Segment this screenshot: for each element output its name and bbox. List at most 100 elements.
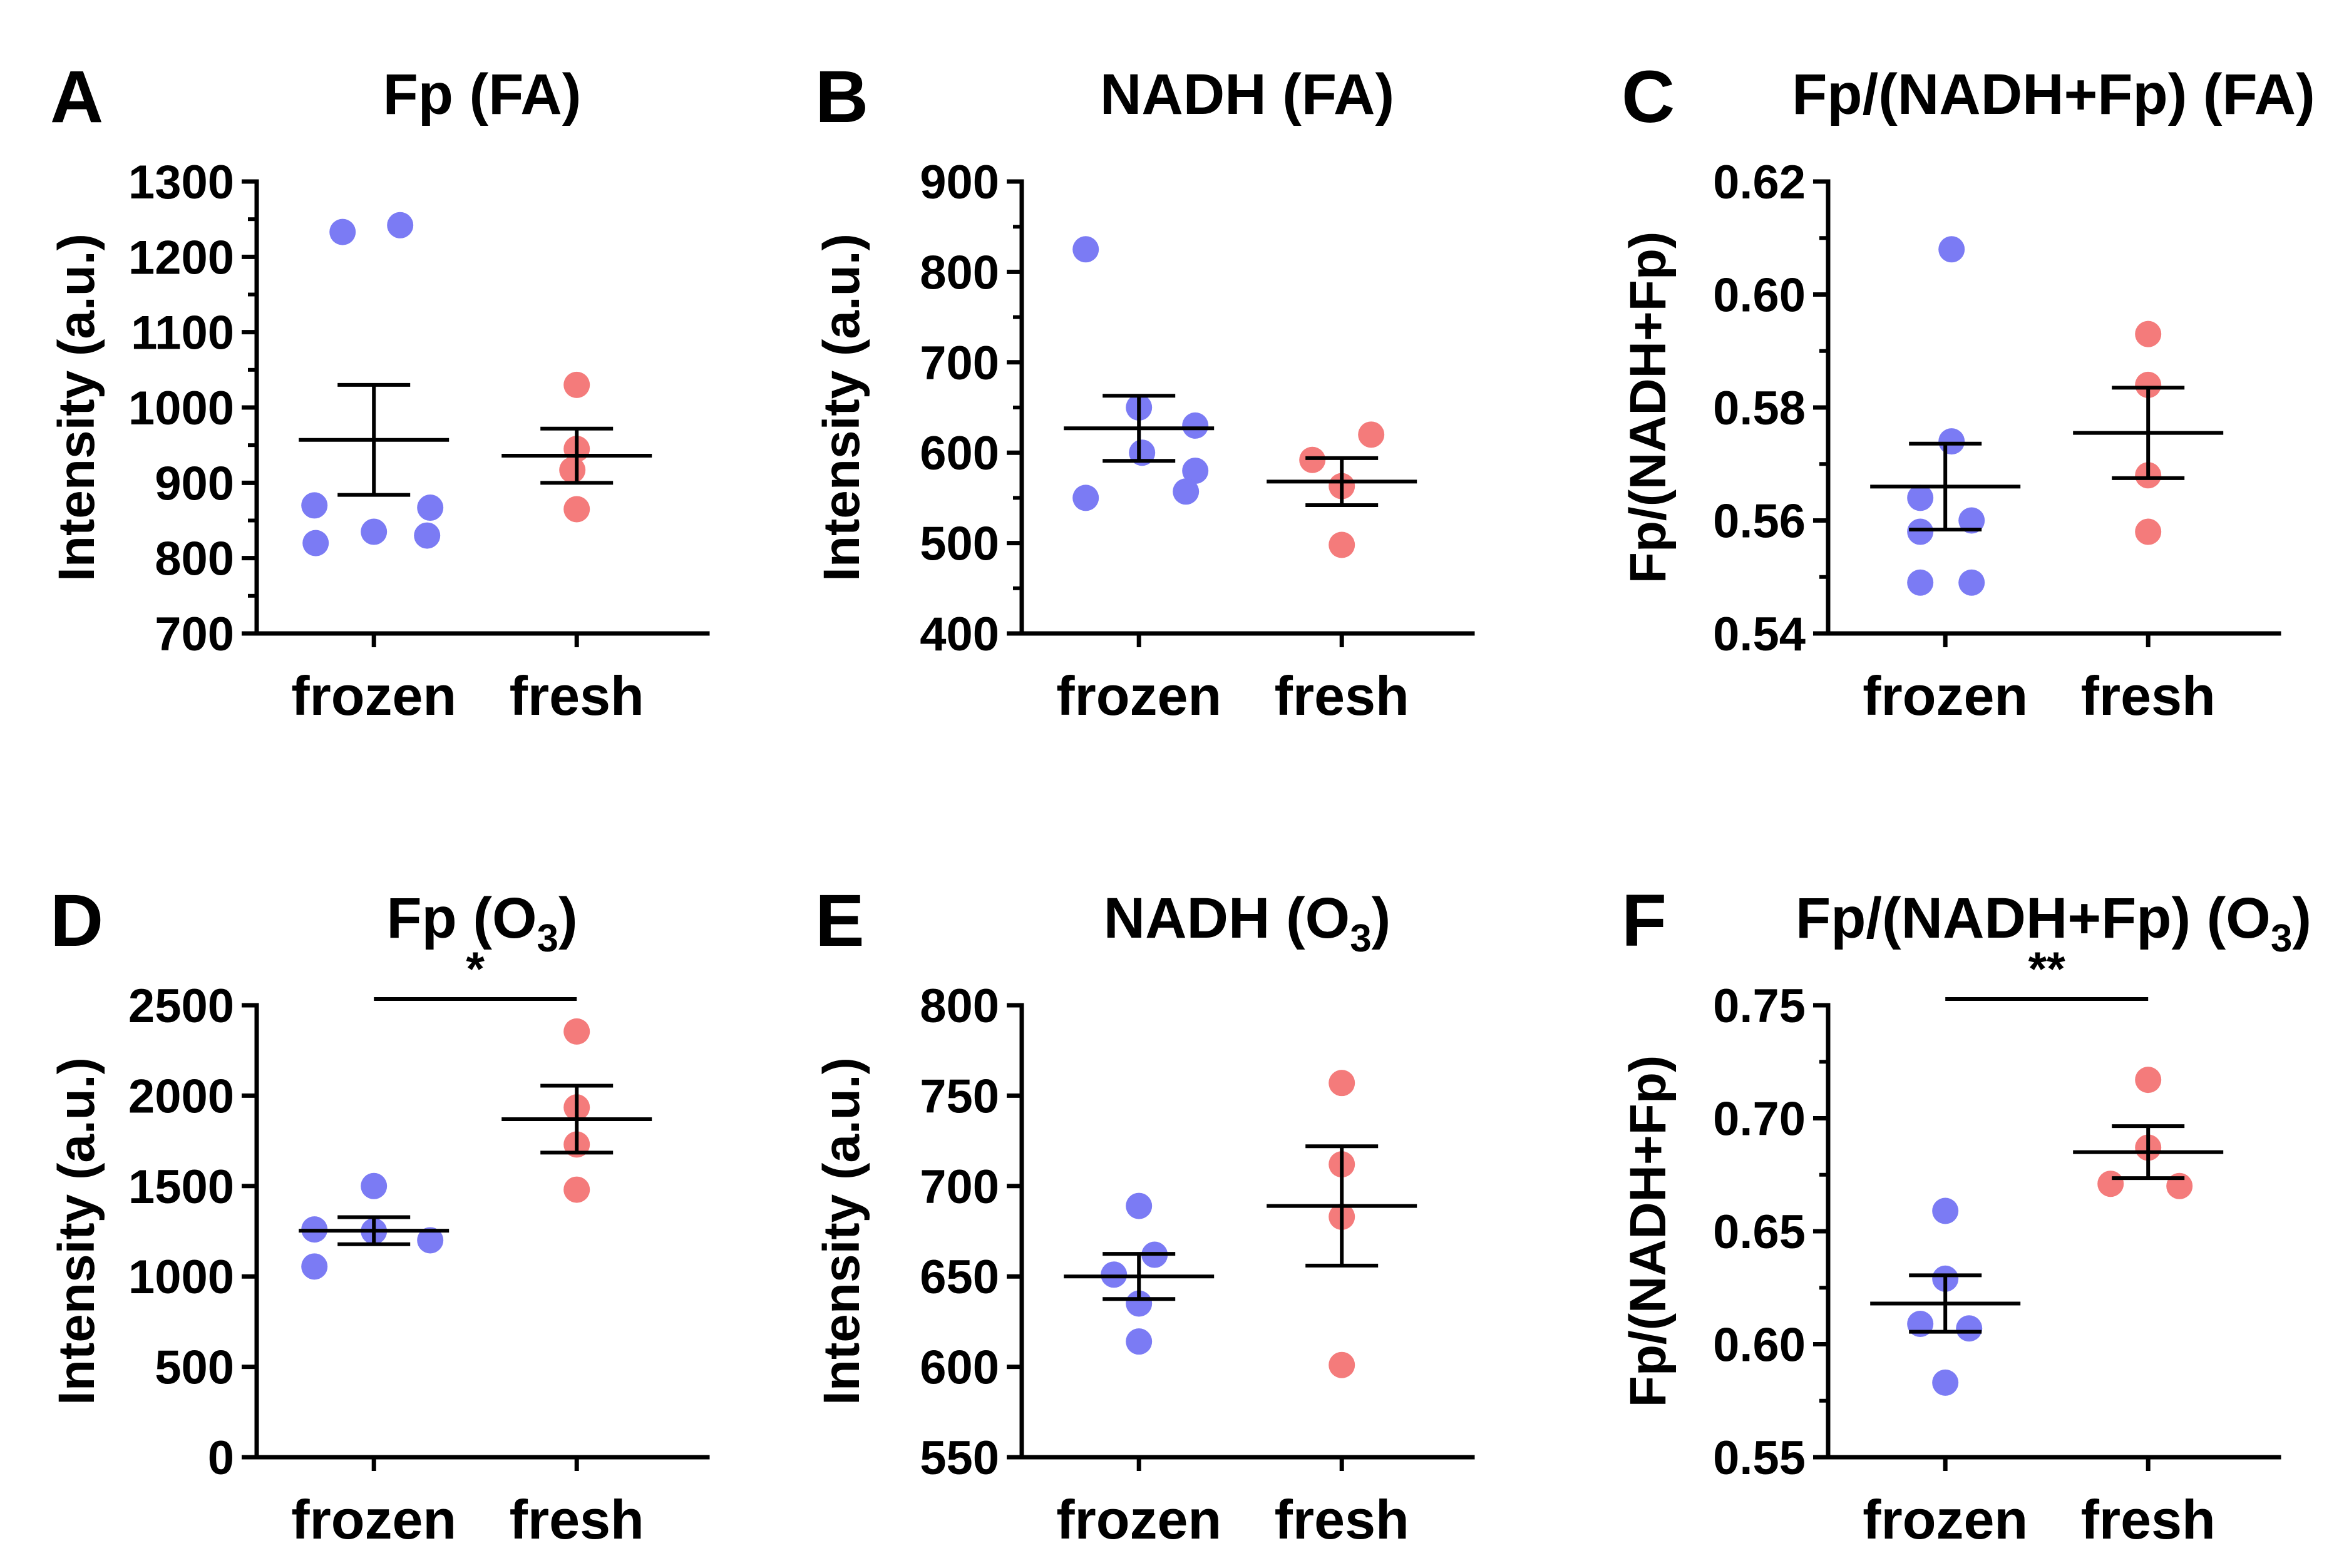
point-frozen: [1932, 1197, 1959, 1224]
point-frozen: [1173, 478, 1200, 505]
y-tick-label: 900: [920, 156, 999, 209]
y-tick-label: 600: [920, 427, 999, 480]
point-fresh: [2097, 1171, 2124, 1197]
y-tick-label: 500: [155, 1341, 234, 1395]
point-frozen: [1126, 1328, 1153, 1355]
point-frozen: [361, 1172, 388, 1199]
y-tick-label: 2000: [128, 1070, 234, 1123]
y-tick-label: 600: [920, 1341, 999, 1395]
panel-title-b: NADH (FA): [1100, 63, 1394, 126]
panel-letter-b: B: [815, 56, 868, 138]
point-fresh: [2135, 320, 2162, 347]
point-frozen: [1182, 458, 1209, 484]
panel-c: C Fp/(NADH+Fp) (FA) 0.54 0.56 0.58 0.60 0.62 Fp…: [1620, 56, 2315, 727]
y-tick-label: 900: [155, 457, 234, 510]
category-label-fresh: fresh: [2081, 1489, 2216, 1550]
y-tick-label: 1000: [128, 1251, 234, 1304]
y-axis-label-f: Fp/(NADH+Fp): [1620, 1055, 1677, 1408]
y-tick-label: 800: [155, 533, 234, 586]
point-frozen: [1938, 428, 1965, 455]
panel-letter-a: A: [50, 56, 103, 138]
category-label-fresh: fresh: [510, 665, 644, 727]
point-frozen: [417, 494, 444, 521]
point-frozen: [1182, 412, 1209, 439]
y-axis-label-c: Fp/(NADH+Fp): [1620, 232, 1677, 584]
category-label-frozen: frozen: [1863, 665, 2028, 727]
point-frozen: [1958, 569, 1985, 596]
category-label-frozen: frozen: [1863, 1489, 2028, 1550]
point-fresh: [1329, 1070, 1355, 1097]
point-frozen: [1907, 484, 1934, 511]
y-tick-label: 0.75: [1713, 980, 1806, 1033]
point-frozen: [329, 218, 356, 245]
point-frozen: [301, 492, 328, 519]
category-label-frozen: frozen: [1056, 1489, 1221, 1550]
point-frozen: [1932, 1369, 1959, 1396]
y-tick-label: 800: [920, 246, 999, 299]
panel-f: F Fp/(NADH+Fp) (O3) 0.55 0.60 0.65 0.70 0.75 Fp…: [1620, 879, 2311, 1550]
y-tick-label: 1100: [131, 307, 234, 360]
panel-letter-e: E: [815, 879, 865, 962]
point-frozen: [1126, 1192, 1153, 1219]
y-tick-label: 1200: [128, 231, 234, 284]
y-tick-label: 0.62: [1713, 156, 1806, 209]
point-fresh: [563, 1018, 590, 1045]
point-fresh: [1329, 1351, 1355, 1378]
y-axis-label-b: Intensity (a.u.): [813, 233, 870, 582]
y-tick-label: 2500: [128, 980, 234, 1033]
y-tick-label: 0.58: [1713, 382, 1806, 435]
category-label-frozen: frozen: [1056, 665, 1221, 727]
y-tick-label: 700: [155, 608, 234, 661]
point-fresh: [2135, 1067, 2162, 1094]
panel-title-a: Fp (FA): [383, 63, 582, 126]
y-tick-label: 700: [920, 337, 999, 390]
y-tick-label: 1000: [128, 382, 234, 435]
y-tick-label: 400: [920, 608, 999, 661]
point-fresh: [1358, 421, 1385, 448]
category-label-fresh: fresh: [2081, 665, 2216, 727]
panel-title-c: Fp/(NADH+Fp) (FA): [1792, 63, 2315, 126]
y-tick-label: 0.60: [1713, 269, 1806, 322]
panel-title-f: Fp/(NADH+Fp) (O3): [1796, 886, 2311, 960]
panel-b: B NADH (FA) 400 500 600 700 800 900 Intensity (a…: [813, 56, 1475, 727]
y-tick-label: 0.55: [1713, 1432, 1806, 1485]
point-fresh: [1329, 531, 1355, 558]
significance-label-d: *: [466, 943, 485, 996]
panel-letter-d: D: [50, 879, 103, 962]
y-tick-label: 800: [920, 980, 999, 1033]
panel-title-d: Fp (O3): [386, 886, 577, 960]
y-tick-label: 1300: [128, 156, 234, 209]
point-fresh: [2135, 371, 2162, 398]
point-fresh: [563, 1176, 590, 1203]
y-tick-label: 700: [920, 1161, 999, 1214]
y-tick-label: 500: [920, 518, 999, 571]
point-frozen: [387, 212, 414, 238]
y-tick-label: 0.70: [1713, 1093, 1806, 1146]
point-frozen: [1956, 1315, 1983, 1342]
category-label-fresh: fresh: [510, 1489, 644, 1550]
point-frozen: [1072, 484, 1099, 511]
point-frozen: [301, 1253, 328, 1280]
panel-letter-c: C: [1622, 56, 1675, 138]
point-frozen: [1072, 236, 1099, 263]
point-frozen: [1958, 507, 1985, 534]
point-frozen: [1126, 1290, 1153, 1317]
point-fresh: [563, 496, 590, 523]
point-frozen: [417, 1227, 444, 1254]
y-axis-label-a: Intensity (a.u.): [48, 233, 105, 582]
y-tick-label: 550: [920, 1432, 999, 1485]
y-tick-label: 0.60: [1713, 1319, 1806, 1372]
point-frozen: [1907, 518, 1934, 545]
y-tick-label: 750: [920, 1070, 999, 1123]
significance-label-f: **: [2028, 943, 2066, 996]
point-frozen: [1938, 236, 1965, 263]
point-fresh: [559, 456, 586, 483]
category-label-frozen: frozen: [291, 665, 456, 727]
panel-d: D Fp (O3) 0 500 1000 1500 2000 2500 Intensity (a…: [48, 879, 710, 1550]
point-fresh: [563, 371, 590, 398]
panel-a: A Fp (FA) 700 800 900 1000 1100 1200 1300 Intensi…: [48, 56, 710, 727]
y-axis-label-e: Intensity (a.u.): [813, 1057, 870, 1405]
panel-title-e: NADH (O3): [1104, 886, 1391, 960]
y-axis-label-d: Intensity (a.u.): [48, 1057, 105, 1405]
y-tick-label: 0: [208, 1432, 234, 1485]
